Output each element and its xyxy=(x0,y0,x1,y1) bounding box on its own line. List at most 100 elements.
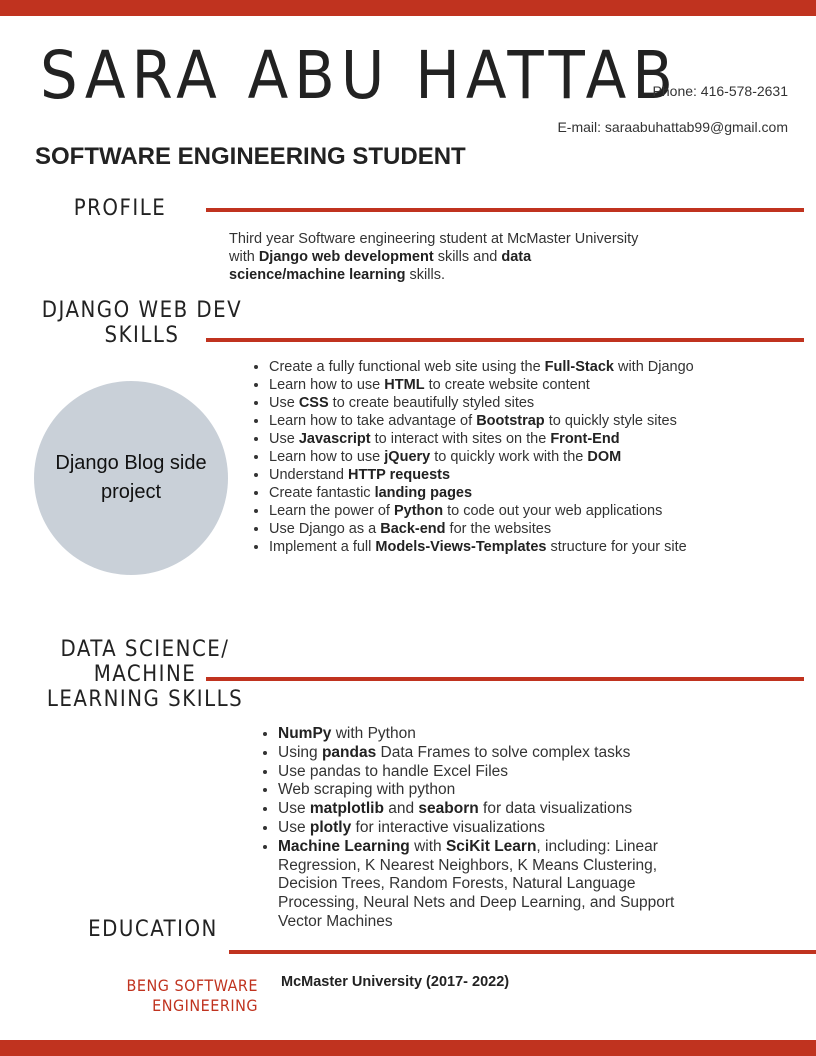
django-heading: DJANGO WEB DEV SKILLS xyxy=(40,298,244,348)
skill-list-item: Machine Learning with SciKit Learn, incl… xyxy=(278,838,718,932)
profile-heading: PROFILE xyxy=(73,196,167,221)
django-heading-line1: DJANGO WEB DEV xyxy=(41,298,243,323)
skill-list-item: Use CSS to create beautifully styled sit… xyxy=(269,394,699,412)
bold-keyword: CSS xyxy=(298,395,329,411)
skill-list-item: Understand HTTP requests xyxy=(269,466,699,484)
bold-keyword: seaborn xyxy=(418,800,479,818)
bold-keyword: landing pages xyxy=(374,485,473,501)
degree-line2: ENGINEERING xyxy=(152,996,258,1015)
bold-keyword: plotly xyxy=(309,818,352,836)
skill-list-item: Use matplotlib and seaborn for data visu… xyxy=(278,800,718,819)
skill-list-item: Use pandas to handle Excel Files xyxy=(278,763,718,782)
text-run: to interact with sites on the xyxy=(370,431,551,447)
text-run: Create fantastic xyxy=(269,485,375,501)
top-accent-bar xyxy=(0,0,816,16)
skill-list-item: Using pandas Data Frames to solve comple… xyxy=(278,744,718,763)
text-run: Learn how to use xyxy=(269,377,385,393)
bold-keyword: Models-Views-Templates xyxy=(375,539,547,555)
text-run: for data visualizations xyxy=(478,800,633,818)
skill-list-item: Use plotly for interactive visualization… xyxy=(278,819,718,838)
bottom-accent-bar xyxy=(0,1040,816,1056)
profile-text: Third year Software engineering student … xyxy=(229,230,649,284)
text-run: Data Frames to solve complex tasks xyxy=(376,743,631,761)
data-science-heading-line3: LEARNING SKILLS xyxy=(46,687,244,712)
text-run: Learn how to use xyxy=(269,449,385,465)
bold-keyword: matplotlib xyxy=(309,800,384,818)
bold-keyword: Django web development xyxy=(258,249,434,265)
skill-list-item: Learn how to use HTML to create website … xyxy=(269,376,699,394)
text-run: to create website content xyxy=(424,377,590,393)
text-run: Use Django as a xyxy=(269,521,381,537)
text-run: skills and xyxy=(433,249,502,265)
text-run: Use xyxy=(278,818,310,836)
text-run: structure for your site xyxy=(546,539,687,555)
skill-list-item: Learn the power of Python to code out yo… xyxy=(269,502,699,520)
school-name: McMaster University (2017- 2022) xyxy=(281,974,510,990)
phone-number: Phone: 416-578-2631 xyxy=(652,83,788,99)
text-run: Third year Software engineering student … xyxy=(229,231,639,265)
skill-list-item: Use Django as a Back-end for the website… xyxy=(269,520,699,538)
bold-keyword: DOM xyxy=(587,449,622,465)
text-run: Use xyxy=(278,800,310,818)
text-run: with Python xyxy=(331,725,416,742)
bold-keyword: HTML xyxy=(384,377,425,393)
text-run: to code out your web applications xyxy=(443,503,663,519)
bold-keyword: Machine Learning xyxy=(278,837,410,855)
bold-keyword: jQuery xyxy=(384,449,431,465)
degree-line1: BENG SOFTWARE xyxy=(126,976,258,995)
skill-list-item: Implement a full Models-Views-Templates … xyxy=(269,538,699,556)
text-run: to create beautifully styled sites xyxy=(328,395,535,411)
education-rule xyxy=(229,950,816,954)
text-run: with xyxy=(409,837,446,855)
skill-list-item: Web scraping with python xyxy=(278,781,718,800)
data-science-skills-list: NumPy with PythonUsing pandas Data Frame… xyxy=(260,725,718,932)
project-circle-label: Django Blog side project xyxy=(55,452,207,503)
skill-list-item: Create fantastic landing pages xyxy=(269,484,699,502)
applicant-name: SARA ABU HATTAB xyxy=(40,37,679,114)
text-run: with Django xyxy=(613,359,694,375)
text-run: for the websites xyxy=(445,521,552,537)
text-run: Use xyxy=(269,431,299,447)
text-run: Create a fully functional web site using… xyxy=(269,359,545,375)
text-run: Use xyxy=(269,395,299,411)
profile-rule xyxy=(206,208,804,212)
bold-keyword: data science/machine learning xyxy=(229,249,532,283)
data-science-heading: DATA SCIENCE/ MACHINE LEARNING SKILLS xyxy=(44,637,246,712)
text-run: , including: Linear Regression, K Neares… xyxy=(278,837,675,930)
text-run: Understand xyxy=(269,467,348,483)
bold-keyword: Back-end xyxy=(380,521,446,537)
text-run: Learn the power of xyxy=(269,503,394,519)
skill-list-item: NumPy with Python xyxy=(278,725,718,744)
text-run: Learn how to take advantage of xyxy=(269,413,477,429)
text-run: for interactive visualizations xyxy=(351,818,546,836)
email-address: E-mail: saraabuhattab99@gmail.com xyxy=(557,119,788,135)
data-science-heading-line2: MACHINE xyxy=(93,662,197,687)
bold-keyword: Full-Stack xyxy=(544,359,614,375)
education-heading: EDUCATION xyxy=(88,917,218,942)
bold-keyword: pandas xyxy=(321,743,377,761)
data-science-rule xyxy=(206,677,804,681)
skill-list-item: Use Javascript to interact with sites on… xyxy=(269,430,699,448)
bold-keyword: Bootstrap xyxy=(476,413,545,429)
text-run: Implement a full xyxy=(269,539,376,555)
bold-keyword: Python xyxy=(393,503,444,519)
text-run: Web scraping with python xyxy=(278,781,456,799)
project-circle: Django Blog side project xyxy=(34,381,228,575)
django-rule xyxy=(206,338,804,342)
data-science-heading-line1: DATA SCIENCE/ xyxy=(60,637,230,662)
bold-keyword: HTTP requests xyxy=(348,467,451,483)
django-skills-list: Create a fully functional web site using… xyxy=(251,358,699,556)
text-run: Using xyxy=(278,743,322,761)
job-title: SOFTWARE ENGINEERING STUDENT xyxy=(35,143,466,170)
text-run: and xyxy=(383,800,419,818)
skill-list-item: Learn how to use jQuery to quickly work … xyxy=(269,448,699,466)
bold-keyword: Front-End xyxy=(550,431,620,447)
bold-keyword: Javascript xyxy=(298,431,371,447)
degree-name: BENG SOFTWARE ENGINEERING xyxy=(100,976,258,1016)
bold-keyword: NumPy xyxy=(278,725,332,742)
skill-list-item: Learn how to take advantage of Bootstrap… xyxy=(269,412,699,430)
skill-list-item: Create a fully functional web site using… xyxy=(269,358,699,376)
text-run: Use pandas to handle Excel Files xyxy=(278,762,509,780)
text-run: skills. xyxy=(405,267,445,283)
text-run: to quickly style sites xyxy=(544,413,677,429)
